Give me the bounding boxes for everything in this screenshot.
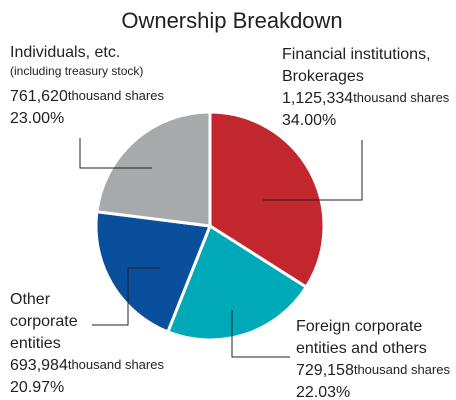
category-label: Brokerages [282,68,364,85]
category-label: corporate [10,313,78,330]
category-label: entities [10,335,61,352]
share-unit: thousand shares [68,88,165,103]
percent-label: 34.00% [282,112,336,129]
share-label: 761,620thousand shares [10,88,164,105]
share-value: 761,620 [10,88,68,105]
pie-slice [94,210,213,334]
share-unit: thousand shares [354,362,451,377]
share-label: 693,984thousand shares [10,357,164,374]
percent-label: 23.00% [10,110,64,127]
leader-line [92,267,160,326]
share-label: 1,125,334thousand shares [282,90,450,107]
share-unit: thousand shares [68,357,165,372]
category-label: Individuals, etc. [10,44,120,61]
leader-line [79,138,152,169]
share-value: 693,984 [10,357,68,374]
pie-slice [95,110,212,228]
pie-slice [165,223,309,342]
percent-label: 20.97% [10,379,64,396]
category-label: Financial institutions, [282,46,431,63]
chart-title: Ownership Breakdown [121,8,342,33]
category-label: Foreign corporate [296,318,422,335]
share-value: 729,158 [296,362,354,379]
share-unit: thousand shares [353,90,450,105]
percent-label: 22.03% [296,384,350,400]
leader-line [231,310,290,358]
category-label: Other [10,291,51,308]
share-value: 1,125,334 [282,90,353,107]
category-note: (including treasury stock) [10,64,143,78]
leader-line [263,140,363,201]
category-label: entities and others [296,340,427,357]
share-label: 729,158thousand shares [296,362,450,379]
